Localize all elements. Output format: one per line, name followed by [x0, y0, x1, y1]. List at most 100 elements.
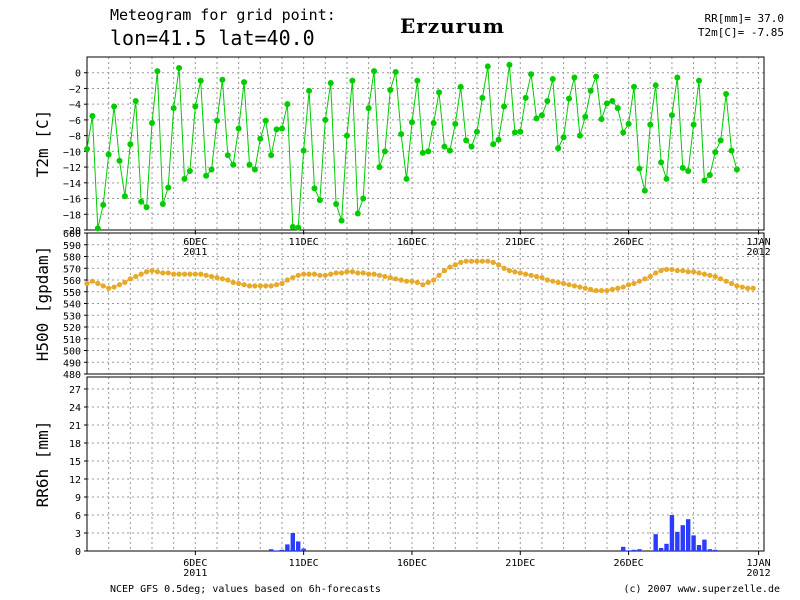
t2m-point	[647, 121, 654, 128]
h500-point	[626, 282, 632, 288]
data-source-note: NCEP GFS 0.5deg; values based on 6h-fore…	[110, 584, 381, 595]
t2m-point	[614, 105, 621, 112]
t2m-point	[473, 128, 480, 135]
t2m-point	[631, 83, 638, 90]
t2m-point	[582, 113, 589, 120]
y-tick-label: 15	[69, 457, 81, 468]
h500-point	[338, 270, 345, 276]
h500-point	[376, 272, 383, 278]
t2m-point	[235, 125, 242, 132]
x-tick-label: 16DEC	[397, 558, 427, 569]
x-tick-label: 26DEC	[614, 237, 644, 248]
t2m-point	[490, 141, 497, 148]
t2m-point	[89, 112, 96, 119]
h500-point	[349, 269, 355, 275]
t2m-point	[284, 101, 291, 108]
t2m-point	[706, 171, 713, 178]
t2m-point	[208, 166, 215, 173]
t2m-point	[571, 74, 578, 81]
t2m-point	[349, 77, 356, 84]
panel-frame	[86, 376, 765, 552]
x-tick-label: 1JAN	[747, 237, 771, 248]
t2m-point	[620, 129, 627, 136]
h500-point	[593, 287, 599, 294]
t2m-point	[484, 63, 491, 70]
h500-point	[122, 279, 128, 285]
h500-point	[690, 269, 697, 275]
t2m-point	[728, 147, 735, 154]
y-tick-label: 24	[69, 403, 81, 414]
h500-point	[533, 273, 540, 280]
y-tick-label: 0	[75, 547, 81, 558]
x-tick-label: 26DEC	[614, 558, 644, 569]
h500-point	[127, 276, 133, 282]
y-tick-label: 550	[63, 288, 81, 299]
t2m-point	[533, 115, 540, 122]
h500-point	[734, 283, 740, 289]
panel-frame	[86, 232, 765, 375]
h500-point	[252, 283, 258, 289]
h500-point	[571, 283, 578, 289]
y-tick-label: 21	[69, 421, 81, 432]
h500-point	[133, 273, 139, 280]
t2m-point	[148, 120, 155, 127]
t2m-point	[685, 168, 692, 175]
t2m-point	[712, 149, 719, 156]
t2m-point	[371, 68, 378, 75]
h500-point	[745, 285, 751, 291]
h500-point	[268, 283, 274, 289]
x-tick-year: 2011	[183, 247, 207, 258]
t2m-point	[230, 161, 237, 168]
h500-point	[344, 269, 350, 275]
t2m-point	[322, 116, 329, 123]
t2m-point	[538, 112, 545, 119]
h500-point	[225, 277, 231, 283]
t2m-point	[213, 117, 220, 124]
h500-point	[333, 270, 339, 276]
h500-point	[550, 278, 556, 284]
t2m-point	[733, 166, 740, 173]
t2m-point	[111, 103, 118, 110]
t2m-point	[674, 74, 681, 81]
x-tick-label: 16DEC	[397, 237, 427, 248]
t2m-point	[723, 90, 730, 97]
h500-point	[306, 271, 312, 277]
x-tick-label: 11DEC	[289, 558, 319, 569]
h500-point	[322, 272, 328, 278]
h500-point	[566, 282, 572, 288]
t2m-point	[105, 151, 112, 158]
t2m-point	[446, 147, 453, 154]
rr-bar	[653, 534, 658, 551]
y-tick-label: 12	[69, 475, 81, 486]
h500-point	[539, 275, 545, 281]
y-tick-label: 27	[69, 385, 81, 396]
h500-point	[485, 258, 491, 264]
t2m-point	[544, 98, 551, 105]
t2m-point	[268, 152, 275, 159]
t2m-point	[176, 65, 183, 72]
x-tick-label: 6DEC	[183, 558, 207, 569]
y-tick-label: 480	[63, 370, 81, 381]
t2m-point	[430, 120, 437, 127]
h500-point	[544, 277, 550, 283]
h500-point	[138, 271, 144, 277]
t2m-point	[419, 149, 426, 156]
h500-point	[219, 276, 225, 282]
h500-point	[230, 279, 236, 285]
meteogram-title: Meteogram for grid point:	[110, 6, 336, 24]
panel-2	[84, 376, 765, 552]
y-axis-label: H500 [gpdam]	[33, 246, 52, 362]
rr-bar	[296, 541, 301, 551]
x-tick-label: 1JAN	[747, 558, 771, 569]
y-tick-label: 3	[75, 529, 81, 540]
t2m-point	[658, 159, 665, 166]
rr-bar	[279, 549, 285, 551]
h500-point	[111, 284, 117, 290]
t2m-point	[696, 77, 703, 84]
rr-bar	[268, 549, 274, 551]
h500-point	[647, 273, 653, 280]
h500-point	[474, 258, 480, 264]
h500-point	[577, 284, 583, 290]
h500-point	[198, 271, 204, 277]
rr-bar	[631, 549, 637, 551]
